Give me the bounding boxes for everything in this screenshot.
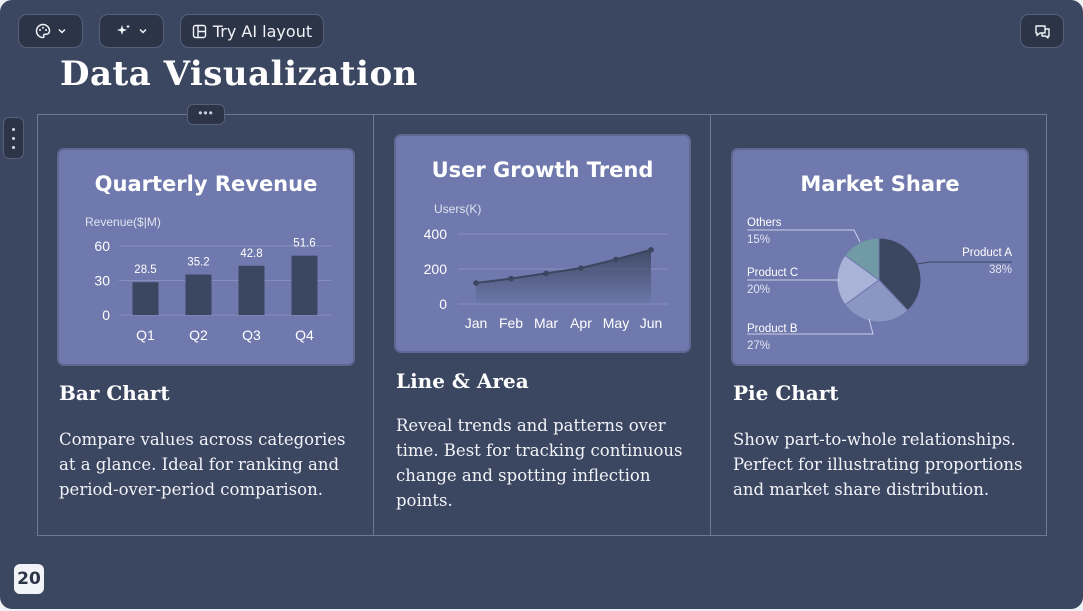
area-chart: Users(K) 0 200 400 Jan Feb Mar Apr May Jun bbox=[424, 202, 668, 331]
data-point bbox=[613, 256, 619, 263]
data-point bbox=[473, 280, 479, 286]
data-point bbox=[508, 275, 514, 282]
x-tick-label: Q3 bbox=[242, 327, 261, 343]
bar bbox=[185, 274, 212, 315]
slice-label: Product B bbox=[747, 323, 798, 335]
y-tick-label: 200 bbox=[424, 261, 448, 277]
comments-button[interactable] bbox=[1020, 14, 1064, 48]
bar-chart-column[interactable]: Quarterly Revenue Revenue($|M) 0 30 60 28.5 Q… bbox=[38, 115, 373, 535]
area-fill bbox=[476, 249, 651, 304]
data-point bbox=[543, 270, 549, 277]
slice-percent-label: 38% bbox=[989, 264, 1012, 276]
y-tick-label: 0 bbox=[439, 296, 447, 312]
try-ai-layout-button[interactable]: Try AI layout bbox=[180, 14, 324, 48]
pie-slice bbox=[878, 237, 922, 312]
x-tick-label: Q2 bbox=[189, 327, 208, 343]
slice-label: Product A bbox=[962, 247, 1012, 259]
block-handle[interactable]: ••• bbox=[187, 104, 225, 125]
x-tick-label: Jun bbox=[640, 315, 663, 331]
y-tick-label: 30 bbox=[94, 273, 110, 289]
chart-title: Market Share bbox=[800, 172, 960, 196]
leader-line bbox=[916, 261, 1012, 265]
leader-line bbox=[747, 229, 861, 243]
section-title[interactable]: Pie Chart bbox=[733, 381, 839, 405]
slice-percent-label: 15% bbox=[747, 234, 770, 246]
page-number: 20 bbox=[14, 564, 44, 594]
x-tick-label: Q4 bbox=[295, 327, 314, 343]
chart-title: User Growth Trend bbox=[431, 158, 654, 182]
slide-title[interactable]: Data Visualization bbox=[60, 54, 418, 94]
bar bbox=[291, 255, 318, 315]
pie-chart-column[interactable]: Market Share Product A 38% Product B 27% Pro… bbox=[711, 115, 1047, 535]
x-tick-label: Jan bbox=[465, 315, 488, 331]
comments-icon bbox=[1034, 24, 1050, 39]
chart-title: Quarterly Revenue bbox=[94, 172, 318, 196]
leader-line bbox=[747, 318, 874, 335]
slice-percent-label: 27% bbox=[747, 340, 770, 352]
series-line bbox=[475, 248, 652, 284]
data-point bbox=[648, 246, 654, 253]
y-tick-label: 0 bbox=[102, 307, 110, 323]
bar bbox=[132, 282, 159, 315]
column-divider bbox=[710, 115, 711, 535]
layout-icon bbox=[192, 24, 207, 38]
line-chart-card[interactable]: User Growth Trend Users(K) 0 200 400 Jan Feb M… bbox=[394, 134, 691, 353]
chevron-down-icon bbox=[57, 28, 66, 34]
x-tick-label: Mar bbox=[534, 315, 558, 331]
y-tick-label: 400 bbox=[424, 226, 448, 242]
line-chart-column[interactable]: User Growth Trend Users(K) 0 200 400 Jan Feb M… bbox=[374, 115, 710, 535]
x-tick-label: Q1 bbox=[136, 327, 155, 343]
section-description[interactable]: Compare values across categories at a gl… bbox=[59, 430, 346, 499]
y-axis-label: Users(K) bbox=[434, 202, 481, 216]
section-description[interactable]: Reveal trends and patterns over time. Be… bbox=[396, 416, 683, 510]
section-title[interactable]: Bar Chart bbox=[59, 381, 170, 405]
try-ai-layout-label: Try AI layout bbox=[212, 21, 313, 41]
data-point bbox=[578, 265, 584, 271]
bar bbox=[238, 265, 265, 315]
pie-slice bbox=[844, 279, 909, 323]
x-tick-label: Apr bbox=[570, 315, 592, 331]
slice-label: Product C bbox=[747, 267, 798, 279]
sparkles-icon bbox=[116, 24, 130, 35]
chevron-down-icon bbox=[138, 28, 147, 34]
bar-value-label: 28.5 bbox=[134, 264, 156, 276]
content-grid[interactable]: Quarterly Revenue Revenue($|M) 0 30 60 28.5 Q… bbox=[37, 114, 1047, 536]
x-tick-label: Feb bbox=[499, 315, 523, 331]
pie-slice bbox=[844, 237, 880, 281]
slice-percent-label: 20% bbox=[747, 284, 770, 296]
theme-button[interactable] bbox=[18, 14, 83, 48]
bar-value-label: 42.8 bbox=[240, 248, 262, 260]
bar-value-label: 35.2 bbox=[187, 257, 209, 269]
y-tick-label: 60 bbox=[94, 238, 110, 254]
column-divider bbox=[373, 115, 374, 535]
bar-chart: Revenue($|M) 0 30 60 28.5 Q1 35.2 Q2 42.8 Q3 51.6 Q… bbox=[85, 215, 331, 343]
pie-chart: Product A 38% Product B 27% Product C 20% Othe… bbox=[747, 217, 1012, 352]
palette-icon bbox=[35, 23, 50, 39]
pie-chart-card[interactable]: Market Share Product A 38% Product B 27% Pro… bbox=[731, 148, 1029, 366]
bar-chart-card[interactable]: Quarterly Revenue Revenue($|M) 0 30 60 28.5 Q… bbox=[57, 148, 355, 366]
section-title[interactable]: Line & Area bbox=[396, 369, 529, 393]
side-drag-handle[interactable] bbox=[3, 117, 24, 159]
bar-value-label: 51.6 bbox=[293, 238, 315, 250]
slice-label: Others bbox=[747, 217, 782, 229]
y-axis-label: Revenue($|M) bbox=[85, 215, 161, 229]
ai-button[interactable] bbox=[99, 14, 164, 48]
x-tick-label: May bbox=[603, 315, 629, 331]
section-description[interactable]: Show part-to-whole relationships. Perfec… bbox=[733, 430, 1023, 499]
